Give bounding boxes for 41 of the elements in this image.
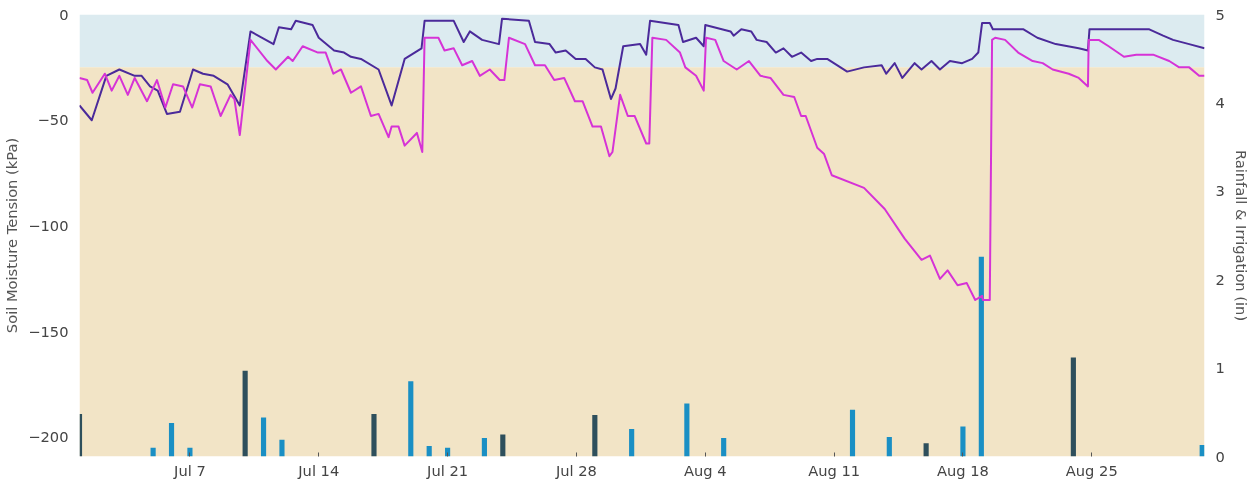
bar	[242, 370, 248, 457]
bar	[886, 437, 892, 457]
bar	[371, 414, 377, 457]
y2-tick-label: 2	[1215, 270, 1225, 288]
y-axis-title: Soil Moisture Tension (kPa)	[3, 137, 21, 334]
y2-tick-label: 0	[1215, 447, 1225, 465]
x-tick-label: Aug 11	[808, 461, 861, 479]
y2-tick-label: 1	[1215, 359, 1225, 377]
bar	[408, 381, 414, 457]
bar	[684, 403, 690, 457]
y2-axis-title: Rainfall & Irrigation (in)	[1232, 149, 1250, 322]
bar	[960, 426, 966, 457]
y-tick-label: −150	[28, 322, 69, 340]
bar	[592, 414, 598, 457]
bar	[481, 437, 487, 457]
bar	[260, 417, 267, 457]
x-tick-label: Jul 14	[297, 461, 340, 479]
x-tick-label: Jul 21	[426, 461, 469, 479]
bar	[279, 439, 285, 457]
x-tick-label: Aug 25	[1065, 461, 1118, 479]
bar	[629, 429, 635, 457]
x-tick-label: Aug 4	[683, 461, 727, 479]
bar	[500, 434, 506, 457]
x-tick-label: Jul 7	[173, 461, 206, 479]
bar	[168, 422, 175, 457]
y-tick-label: −50	[37, 111, 69, 129]
y-tick-label: −200	[28, 428, 69, 446]
bar	[849, 409, 856, 457]
bar	[426, 445, 432, 457]
y2-tick-label: 4	[1215, 93, 1225, 111]
y-tick-label: −100	[28, 216, 69, 234]
y-tick-label: 0	[59, 5, 69, 23]
bar	[187, 447, 193, 457]
bar	[978, 256, 984, 457]
y2-tick-label: 5	[1215, 5, 1225, 23]
bar	[1070, 357, 1076, 457]
x-tick-label: Jul 28	[554, 461, 597, 479]
bar	[923, 443, 929, 457]
x-tick-label: Aug 18	[936, 461, 989, 479]
y2-tick-label: 3	[1215, 182, 1225, 200]
bar	[721, 437, 727, 457]
